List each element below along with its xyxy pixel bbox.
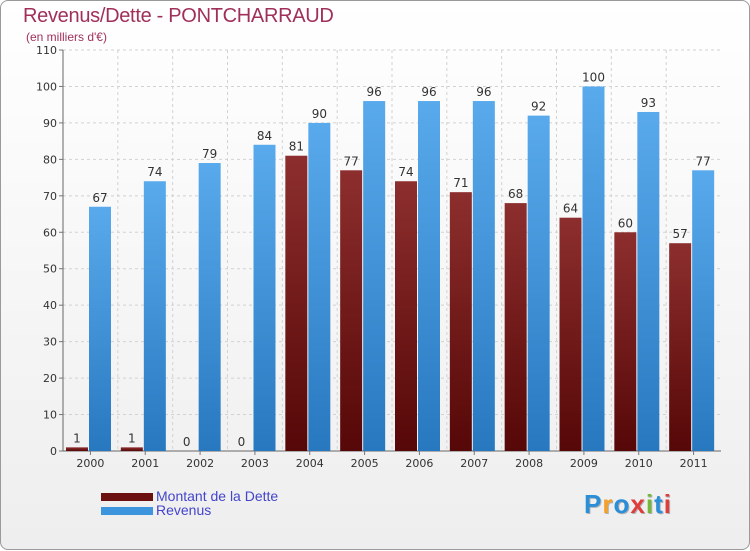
chart-subtitle: (en milliers d'€): [26, 30, 107, 44]
bar-revenus: [363, 101, 386, 451]
logo-letter: i: [645, 489, 655, 519]
logo-letter: P: [584, 489, 603, 519]
y-tick-label: 10: [43, 409, 57, 422]
x-tick-label: 2006: [405, 457, 433, 470]
y-tick-label: 80: [43, 153, 57, 166]
data-label-dette: 0: [183, 435, 191, 449]
x-tick-label: 2005: [351, 457, 379, 470]
data-label-dette: 81: [289, 140, 304, 154]
bar-revenus: [472, 101, 495, 451]
bar-dette: [504, 203, 527, 451]
bar-dette: [340, 170, 363, 452]
y-tick-label: 20: [43, 372, 57, 385]
x-tick-label: 2004: [296, 457, 324, 470]
y-tick-label: 60: [43, 226, 57, 239]
data-label-revenus: 100: [582, 70, 605, 84]
legend-label-revenus: Revenus: [156, 502, 212, 518]
y-tick-label: 0: [50, 445, 57, 458]
bar-revenus: [527, 115, 550, 452]
data-label-revenus: 77: [696, 154, 711, 168]
y-tick-label: 50: [43, 263, 57, 276]
legend-label-dette: Montant de la Dette: [156, 488, 279, 504]
data-label-dette: 74: [398, 165, 413, 179]
y-tick-label: 70: [43, 190, 57, 203]
bar-dette: [285, 155, 308, 451]
bar-dette: [559, 217, 582, 451]
bar-revenus: [418, 101, 440, 451]
x-tick-label: 2011: [680, 457, 708, 470]
data-label-revenus: 96: [421, 85, 436, 99]
data-label-dette: 1: [73, 431, 81, 445]
data-label-revenus: 90: [312, 107, 327, 121]
y-tick-label: 110: [36, 44, 57, 57]
logo-letter: o: [613, 489, 631, 519]
y-tick-label: 30: [43, 336, 57, 349]
data-label-dette: 77: [344, 154, 359, 168]
y-tick-label: 40: [43, 299, 57, 312]
bar-dette: [669, 243, 692, 451]
bar-revenus: [89, 206, 111, 451]
bar-dette: [120, 447, 143, 451]
bar-revenus: [198, 163, 221, 451]
data-label-revenus: 84: [257, 129, 272, 143]
data-label-revenus: 74: [147, 165, 162, 179]
bar-dette: [449, 192, 472, 451]
x-tick-label: 2001: [131, 457, 159, 470]
bar-revenus: [692, 170, 715, 452]
data-label-revenus: 92: [531, 100, 546, 114]
logo-letter: t: [654, 489, 664, 519]
x-tick-label: 2000: [76, 457, 104, 470]
x-tick-label: 2008: [515, 457, 543, 470]
y-tick-label: 100: [36, 80, 57, 93]
data-label-dette: 60: [618, 216, 633, 230]
bar-revenus: [637, 111, 660, 452]
y-tick-label: 90: [43, 117, 57, 130]
data-label-dette: 68: [508, 187, 523, 201]
data-label-revenus: 79: [202, 147, 217, 161]
logo-letter: x: [630, 489, 646, 519]
legend-swatch-revenus: [101, 507, 153, 515]
data-label-dette: 71: [453, 176, 468, 190]
x-tick-label: 2007: [460, 457, 488, 470]
data-label-revenus: 96: [476, 85, 491, 99]
data-label-dette: 0: [238, 435, 246, 449]
x-tick-label: 2010: [625, 457, 653, 470]
data-label-revenus: 96: [367, 85, 382, 99]
x-tick-label: 2002: [186, 457, 214, 470]
bar-dette: [395, 181, 417, 451]
bar-revenus: [582, 86, 605, 452]
logo-letter: i: [663, 489, 672, 519]
legend-swatch-dette: [101, 493, 153, 501]
data-label-revenus: 67: [92, 191, 107, 205]
chart-title: Revenus/Dette - PONTCHARRAUD: [23, 5, 334, 27]
proxiti-logo: Proxiti: [584, 489, 672, 520]
data-label-dette: 64: [563, 202, 578, 216]
x-tick-label: 2009: [570, 457, 598, 470]
x-tick-label: 2003: [241, 457, 269, 470]
logo-letter: r: [602, 489, 614, 519]
bar-revenus: [253, 144, 276, 452]
data-label-dette: 57: [673, 227, 688, 241]
bar-dette: [66, 447, 88, 451]
bar-dette: [614, 232, 637, 451]
bar-revenus: [143, 181, 166, 451]
data-label-dette: 1: [128, 431, 136, 445]
bar-revenus: [308, 122, 331, 451]
data-label-revenus: 93: [641, 96, 656, 110]
